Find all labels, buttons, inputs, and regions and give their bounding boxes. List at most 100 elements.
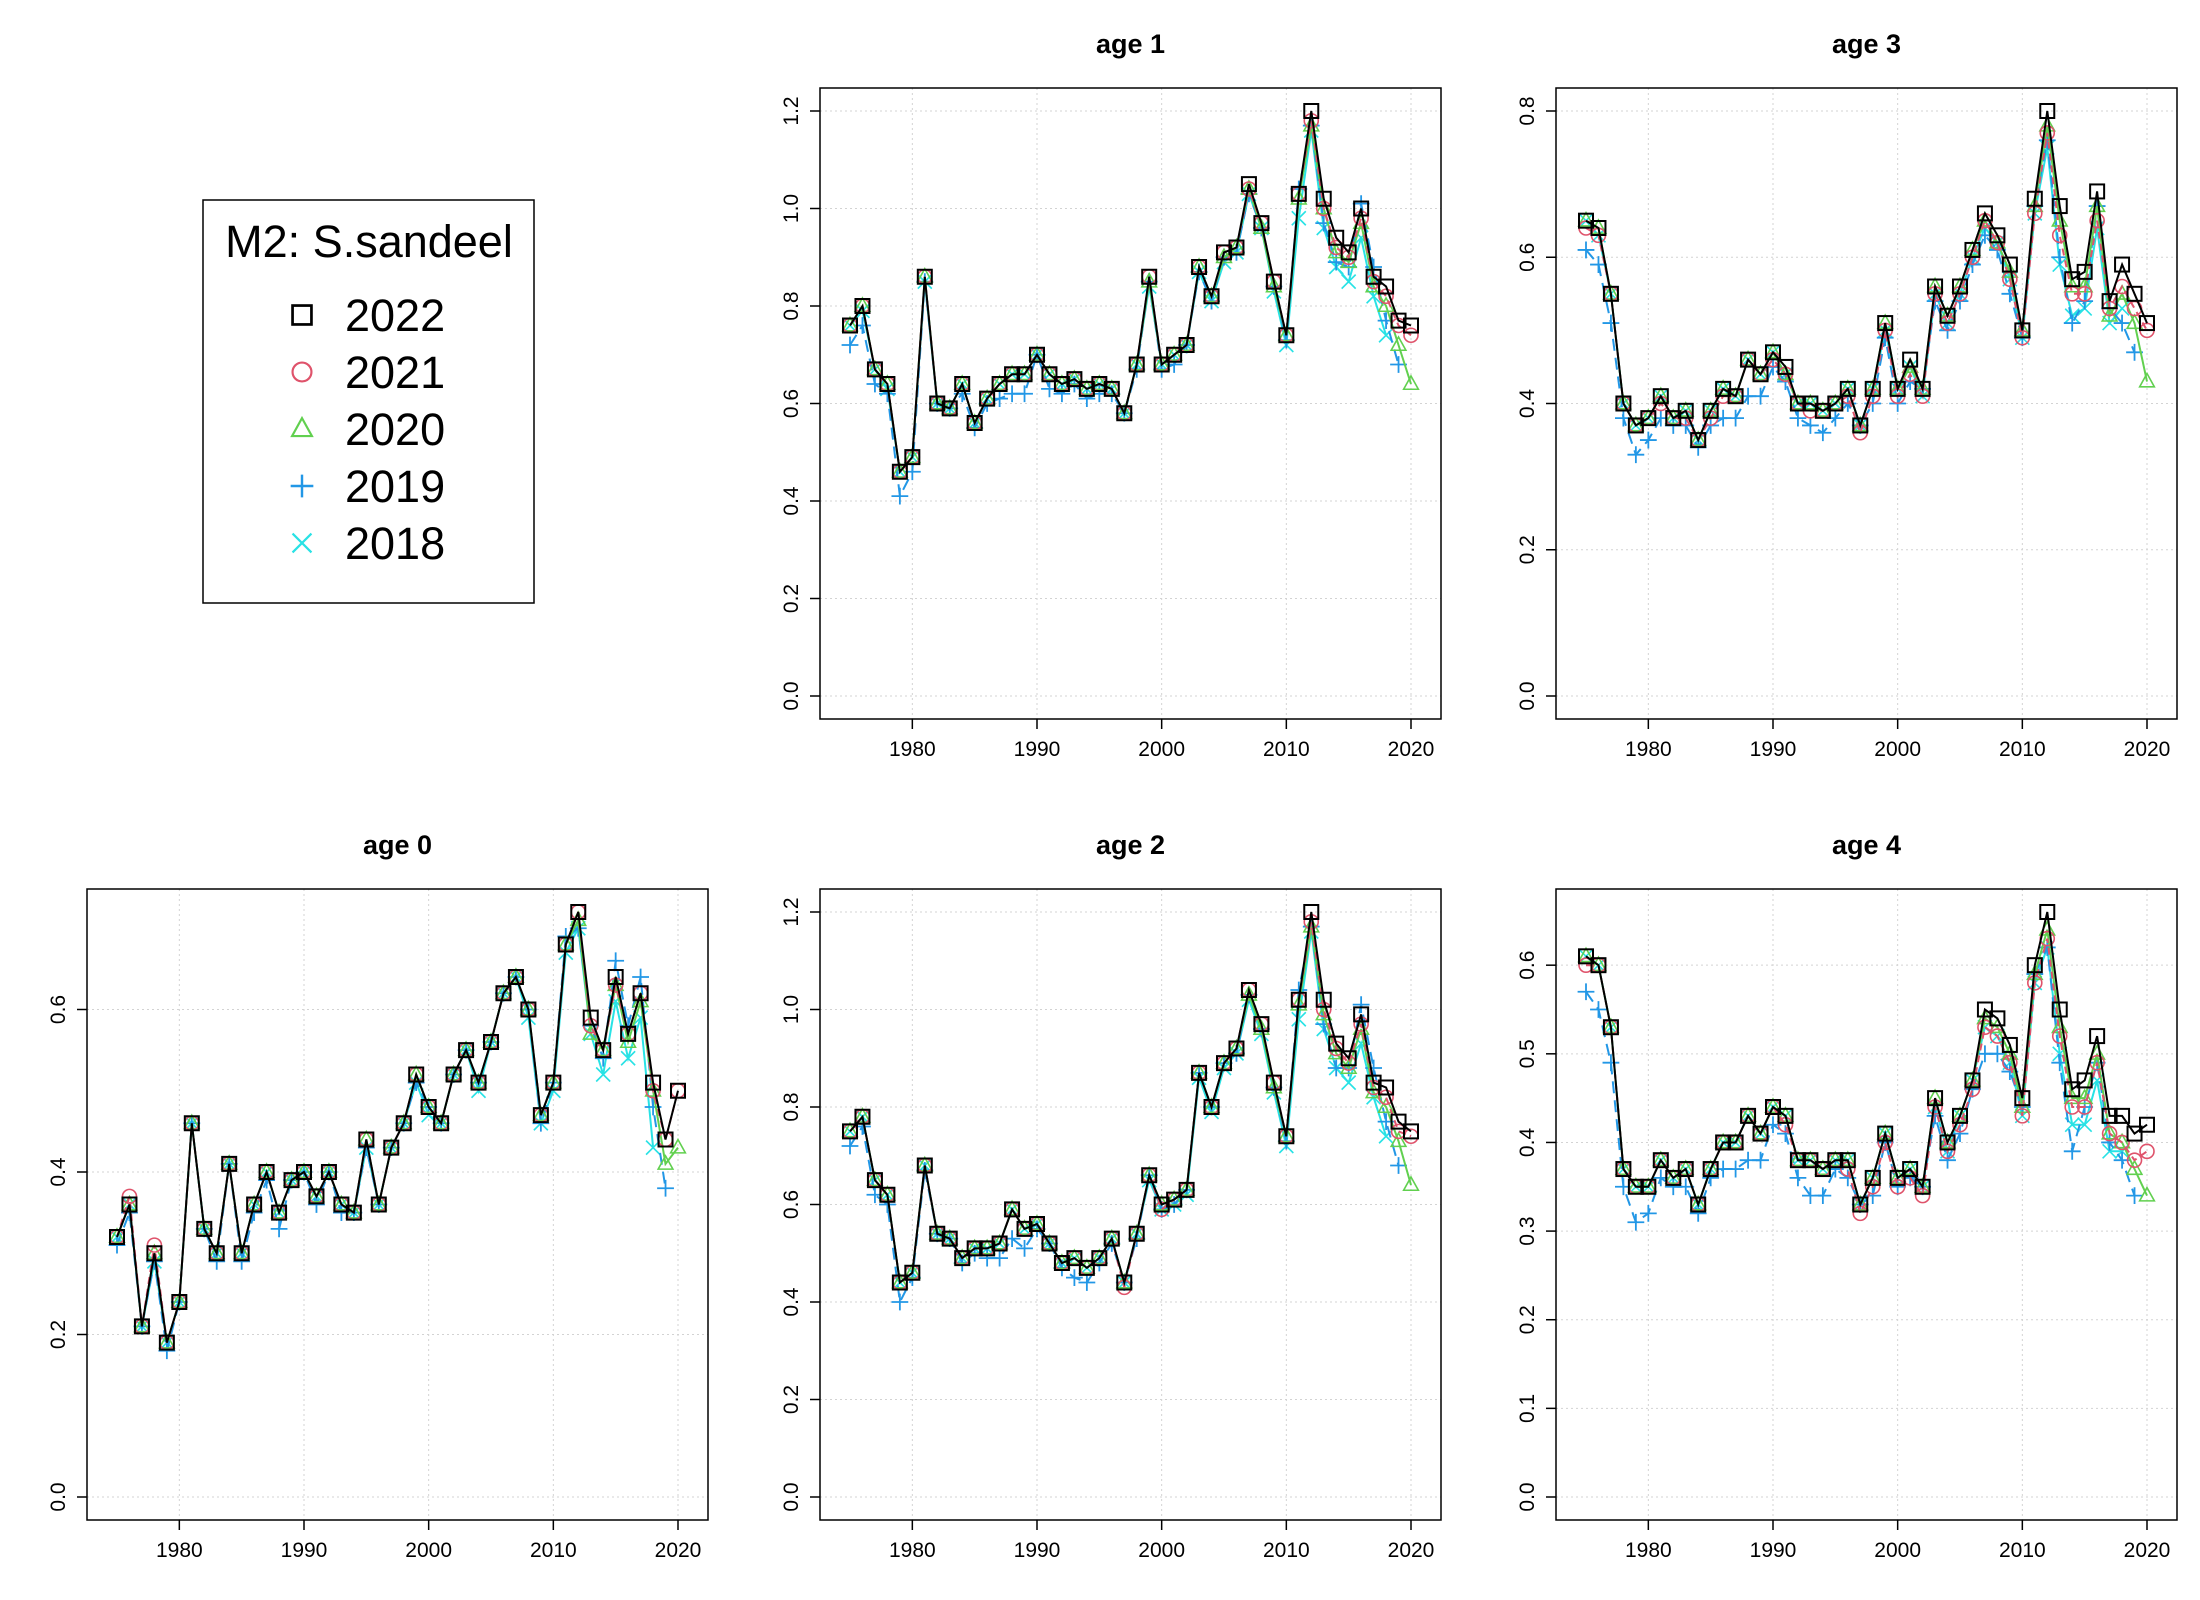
data-point-2018	[620, 1050, 636, 1066]
data-point-2022	[1303, 103, 1320, 119]
data-point-2020	[1028, 1214, 1046, 1231]
data-point-2020	[469, 1072, 488, 1089]
data-point-2020	[853, 296, 872, 313]
data-point-2022	[1166, 1191, 1183, 1208]
data-point-2020	[1614, 393, 1633, 410]
data-point-2019	[2063, 1142, 2081, 1160]
data-point-2020	[1115, 403, 1133, 420]
data-point-2022	[1914, 380, 1931, 397]
data-point-2022	[1390, 312, 1407, 329]
x-tick-label: 2010	[530, 1539, 577, 1562]
data-point-2022	[1178, 337, 1195, 353]
data-point-2022	[1952, 1107, 1968, 1124]
data-point-2022	[2064, 1081, 2081, 1098]
series-2022	[109, 904, 686, 1351]
data-point-2022	[842, 1123, 858, 1140]
data-point-2022	[904, 1264, 921, 1281]
data-point-2019	[841, 336, 859, 354]
data-point-2022	[1216, 1055, 1232, 1072]
data-point-2022	[470, 1074, 487, 1091]
data-point-2022	[2076, 1072, 2093, 1089]
panel-age-3: age 3 1980 1990 2000 2010 2020 0.0 0.2 0.4 0.6 0.8	[1516, 29, 2178, 761]
data-point-2022	[1765, 344, 1781, 361]
x-tick-label: 1990	[1750, 1539, 1797, 1562]
data-point-2020	[2138, 1185, 2156, 1202]
data-point-2022	[1802, 1152, 1819, 1169]
data-point-2020	[1714, 379, 1732, 395]
x-tick-label: 1990	[1014, 1539, 1061, 1562]
data-point-2020	[1739, 1106, 1757, 1122]
data-point-2022	[408, 1066, 425, 1083]
data-point-2020	[2100, 1123, 2119, 1140]
data-point-2019	[1590, 256, 1607, 273]
data-point-2022	[1752, 1125, 1769, 1142]
data-point-2022	[929, 395, 946, 412]
series-2022	[1578, 904, 2155, 1213]
data-point-2022	[1752, 366, 1769, 383]
data-point-2020	[1252, 1019, 1271, 1036]
data-point-2022	[1041, 366, 1058, 383]
data-point-2020	[2125, 1159, 2144, 1176]
data-point-2022	[1253, 215, 1270, 232]
y-tick-label: 0.8	[780, 1092, 803, 1121]
legend-label-2020: 2020	[345, 404, 445, 455]
y-tick-label: 0.0	[780, 1482, 803, 1511]
panel-age-0: age 0 1980 1990 2000 2010 2020 0.0 0.2 0.4 0.6	[47, 830, 709, 1562]
data-point-2020	[270, 1202, 288, 1219]
panel-title: age 2	[1096, 830, 1165, 860]
x-tick-label: 2020	[655, 1539, 702, 1562]
legend-label-2018: 2018	[345, 518, 445, 569]
data-point-2022	[2114, 1107, 2131, 1124]
y-tick-label: 0.6	[780, 389, 803, 418]
data-point-2022	[1228, 239, 1245, 256]
data-point-2018	[1291, 210, 1307, 226]
data-point-2022	[1964, 241, 1981, 258]
data-point-2022	[2014, 1090, 2031, 1107]
data-point-2020	[1689, 430, 1707, 447]
data-point-2022	[2076, 263, 2093, 280]
data-point-2022	[1652, 388, 1669, 405]
data-point-2022	[607, 969, 624, 985]
data-point-2020	[953, 1248, 971, 1265]
data-point-2022	[557, 936, 574, 953]
data-point-2020	[1701, 1159, 1720, 1176]
data-point-2019	[891, 487, 909, 505]
data-point-2020	[1078, 1258, 1096, 1274]
data-point-2020	[1215, 1053, 1233, 1070]
data-point-2022	[258, 1164, 275, 1180]
data-point-2022	[916, 1157, 933, 1174]
data-point-2019	[1802, 417, 1819, 434]
data-point-2022	[1864, 1169, 1881, 1186]
data-point-2021	[2027, 975, 2043, 991]
y-tick-label: 1.2	[780, 96, 803, 125]
data-point-2022	[1365, 1074, 1382, 1091]
data-point-2020	[928, 1224, 946, 1240]
data-point-2022	[458, 1042, 475, 1059]
data-point-2022	[1141, 268, 1158, 285]
data-point-2022	[196, 1220, 213, 1237]
data-point-2022	[1029, 1216, 1045, 1232]
data-point-2022	[1128, 1225, 1145, 1242]
data-point-2022	[1578, 948, 1594, 965]
data-point-2020	[407, 1064, 425, 1081]
data-point-2020	[1040, 364, 1059, 381]
series-2019	[841, 918, 1407, 1311]
data-point-2020	[1739, 349, 1757, 366]
y-tick-label: 0.6	[1516, 243, 1539, 272]
data-point-2019	[1939, 1151, 1956, 1169]
x-tick-label: 2010	[1263, 1539, 1310, 1562]
data-point-2022	[2039, 904, 2056, 920]
series-2020	[1577, 920, 2156, 1211]
data-point-2020	[1240, 179, 1258, 196]
y-tick-label: 0.4	[47, 1157, 70, 1187]
data-point-2022	[1103, 380, 1120, 397]
x-tick-label: 2000	[1138, 1539, 1185, 1562]
y-tick-label: 0.2	[1516, 1305, 1539, 1334]
data-point-2021	[2002, 1054, 2018, 1071]
data-point-2020	[1302, 916, 1320, 933]
data-point-2022	[1091, 1250, 1108, 1267]
data-point-2022	[966, 1240, 983, 1257]
data-point-2022	[1590, 957, 1607, 974]
data-point-2022	[1952, 278, 1968, 295]
data-point-2020	[419, 1097, 438, 1114]
